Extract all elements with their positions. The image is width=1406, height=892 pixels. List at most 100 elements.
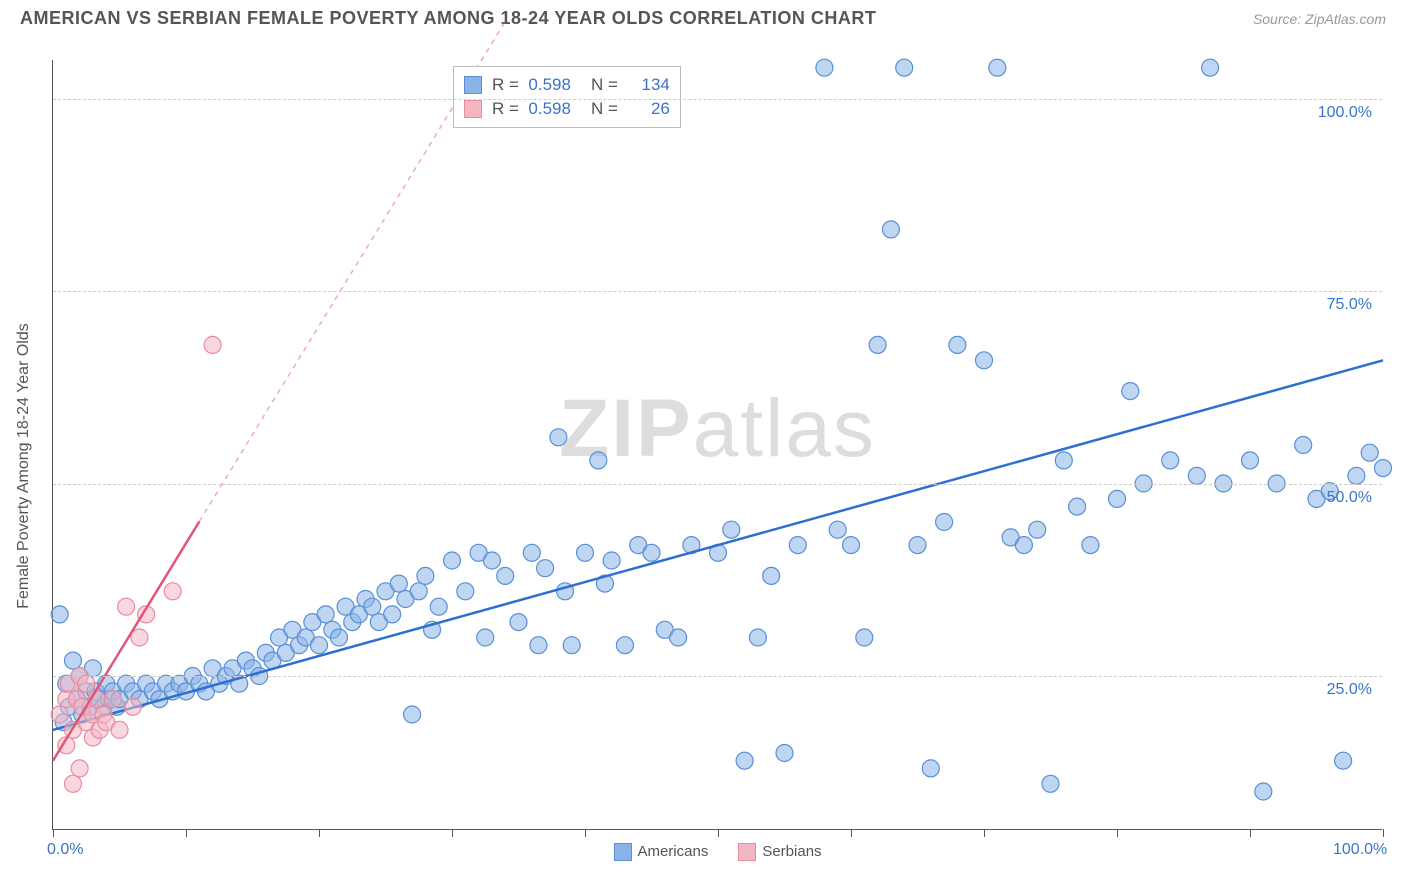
trend-line (53, 360, 1383, 730)
scatter-point (789, 537, 806, 554)
scatter-point (483, 552, 500, 569)
scatter-point (510, 614, 527, 631)
scatter-point (1015, 537, 1032, 554)
scatter-point (1069, 498, 1086, 515)
y-axis-label: Female Poverty Among 18-24 Year Olds (15, 323, 33, 609)
scatter-point (909, 537, 926, 554)
x-tick-label: 0.0% (47, 841, 83, 859)
scatter-point (404, 706, 421, 723)
x-tick (319, 829, 320, 837)
scatter-point (1335, 752, 1352, 769)
scatter-point (530, 637, 547, 654)
scatter-point (410, 583, 427, 600)
scatter-point (164, 583, 181, 600)
scatter-point (444, 552, 461, 569)
gridline-h (53, 484, 1382, 485)
scatter-point (390, 575, 407, 592)
scatter-point (829, 521, 846, 538)
scatter-point (523, 544, 540, 561)
scatter-point (124, 698, 141, 715)
scatter-point (949, 336, 966, 353)
scatter-point (1295, 437, 1312, 454)
scatter-point (577, 544, 594, 561)
scatter-point (51, 606, 68, 623)
scatter-point (670, 629, 687, 646)
scatter-point (477, 629, 494, 646)
y-tick-label: 25.0% (1327, 681, 1372, 699)
scatter-point (64, 652, 81, 669)
scatter-point (763, 567, 780, 584)
legend-swatch (738, 843, 756, 861)
scatter-point (111, 721, 128, 738)
x-tick (585, 829, 586, 837)
scatter-point (1255, 783, 1272, 800)
scatter-point (64, 775, 81, 792)
scatter-point (896, 59, 913, 76)
x-tick (53, 829, 54, 837)
scatter-point (131, 629, 148, 646)
scatter-point (417, 567, 434, 584)
plot-svg (53, 60, 1382, 829)
scatter-point (976, 352, 993, 369)
y-tick-label: 50.0% (1327, 489, 1372, 507)
scatter-point (736, 752, 753, 769)
scatter-point (869, 336, 886, 353)
y-tick-label: 100.0% (1318, 104, 1372, 122)
legend-label: Americans (637, 843, 708, 860)
scatter-point (936, 514, 953, 531)
stat-row: R = 0.598 N = 26 (464, 97, 670, 121)
scatter-point (384, 606, 401, 623)
stat-row: R =0.598N =134 (464, 73, 670, 97)
legend-swatch (464, 100, 482, 118)
scatter-point (603, 552, 620, 569)
scatter-point (1375, 460, 1392, 477)
scatter-point (616, 637, 633, 654)
scatter-point (1348, 467, 1365, 484)
scatter-point (816, 59, 833, 76)
x-tick (984, 829, 985, 837)
stat-val-n: 134 (626, 75, 670, 95)
scatter-point (590, 452, 607, 469)
scatter-point (330, 629, 347, 646)
x-tick (186, 829, 187, 837)
stat-val-n: 26 (626, 99, 670, 119)
y-tick-label: 75.0% (1327, 296, 1372, 314)
x-tick (1383, 829, 1384, 837)
scatter-point (78, 675, 95, 692)
stat-key-n: N = (591, 99, 618, 119)
stat-box: R = 0.598 N = 134R = 0.598 N = 26 (453, 66, 681, 128)
chart-title: AMERICAN VS SERBIAN FEMALE POVERTY AMONG… (20, 8, 876, 29)
scatter-point (311, 637, 328, 654)
scatter-point (1055, 452, 1072, 469)
scatter-point (723, 521, 740, 538)
x-tick (1117, 829, 1118, 837)
scatter-point (204, 336, 221, 353)
stat-key-n: N = (591, 75, 618, 95)
scatter-point (317, 606, 334, 623)
scatter-point (1361, 444, 1378, 461)
scatter-point (430, 598, 447, 615)
scatter-point (776, 745, 793, 762)
gridline-h (53, 291, 1382, 292)
scatter-point (989, 59, 1006, 76)
x-tick (1250, 829, 1251, 837)
gridline-h (53, 99, 1382, 100)
scatter-point (1122, 383, 1139, 400)
scatter-point (563, 637, 580, 654)
stat-key-r: R = (492, 75, 519, 95)
stat-key-r: R = (492, 99, 519, 119)
source-label: Source: ZipAtlas.com (1253, 11, 1386, 27)
plot-area: ZIPatlas R =0.598N =134R =0.598N =26 Ame… (52, 60, 1382, 830)
scatter-point (1109, 490, 1126, 507)
stat-val-r: 0.598 (527, 99, 571, 119)
legend-swatch (613, 843, 631, 861)
scatter-point (1242, 452, 1259, 469)
scatter-point (1029, 521, 1046, 538)
scatter-point (51, 706, 68, 723)
scatter-point (457, 583, 474, 600)
legend-swatch (464, 76, 482, 94)
x-tick (718, 829, 719, 837)
scatter-point (1202, 59, 1219, 76)
scatter-point (1082, 537, 1099, 554)
scatter-point (749, 629, 766, 646)
